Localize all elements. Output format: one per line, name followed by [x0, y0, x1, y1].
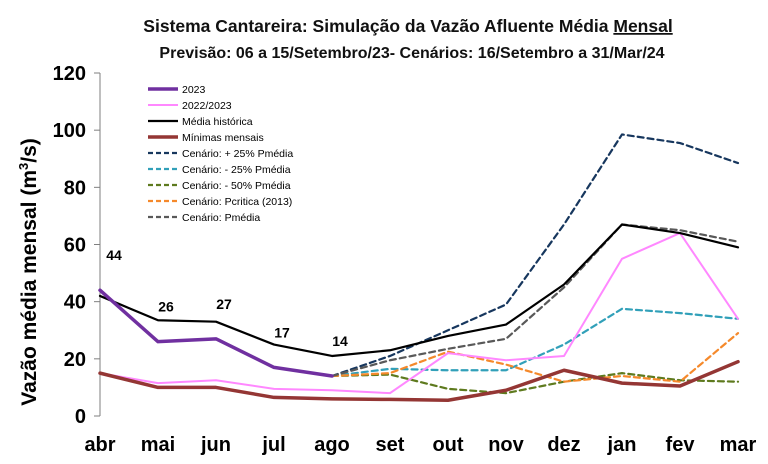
series-line [330, 133, 740, 378]
legend-entry: Cenário: - 50% Pmédia [182, 180, 291, 192]
series-line [330, 332, 740, 383]
legend-entry: 2022/2023 [182, 100, 232, 112]
chart-title-main: Sistema Cantareira: Simulação da Vazão A… [143, 16, 613, 36]
x-tick-label: mar [720, 434, 757, 456]
data-label: 14 [332, 333, 348, 349]
series-line [98, 223, 740, 358]
y-axis-label-end: /s) [18, 138, 41, 163]
series-line [330, 307, 740, 378]
y-tick-label: 40 [64, 292, 86, 314]
x-tick-label: set [376, 434, 405, 456]
x-tick-label: mai [141, 434, 175, 456]
legend-entry: Cenário: - 25% Pmédia [182, 164, 291, 176]
x-tick-label: fev [666, 434, 696, 456]
series-line [98, 288, 334, 378]
y-tick-label: 60 [64, 235, 86, 257]
legend-entry: Cenário: Pmédia [182, 212, 260, 224]
series-line [98, 359, 740, 403]
y-tick-label: 20 [64, 349, 86, 371]
x-tick-label: jan [607, 434, 637, 456]
legend-entry: Cenário: Pcritica (2013) [182, 196, 292, 208]
plot-area: 0 20 40 60 80 100 120 abr mai jun jul ago set out nov d… [53, 63, 757, 456]
data-label: 44 [106, 247, 122, 263]
y-axis-label-main: Vazão média mensal (m [18, 170, 41, 406]
legend-entry: Média histórica [182, 116, 253, 128]
chart-title: Sistema Cantareira: Simulação da Vazão A… [143, 16, 672, 36]
x-tick-label: ago [314, 434, 350, 456]
data-label: 27 [216, 296, 232, 312]
y-tick-label: 0 [75, 406, 86, 428]
x-tick-label: abr [84, 434, 115, 456]
x-tick-label: dez [547, 434, 580, 456]
x-tick-label: jun [200, 434, 231, 456]
x-tick-label: out [432, 434, 463, 456]
legend-entry: Cenário: + 25% Pmédia [182, 148, 293, 160]
series-line [330, 372, 740, 395]
series-line [99, 232, 739, 395]
chart-title-underlined: Mensal [613, 16, 672, 36]
y-tick-label: 120 [53, 63, 86, 85]
legend-entry: Mínimas mensais [182, 132, 264, 144]
x-tick-label: nov [488, 434, 524, 456]
data-label: 17 [274, 324, 290, 340]
y-tick-label: 100 [53, 120, 86, 142]
data-label: 26 [158, 299, 174, 315]
y-axis-label: Vazão média mensal (m3/s) [16, 138, 41, 406]
x-tick-label: jul [261, 434, 285, 456]
y-axis-label-sup: 3 [16, 163, 31, 170]
y-tick-label: 80 [64, 177, 86, 199]
legend-entry: 2023 [182, 84, 206, 96]
series-line [330, 223, 740, 378]
chart-subtitle: Previsão: 06 a 15/Setembro/23- Cenários:… [159, 45, 664, 62]
